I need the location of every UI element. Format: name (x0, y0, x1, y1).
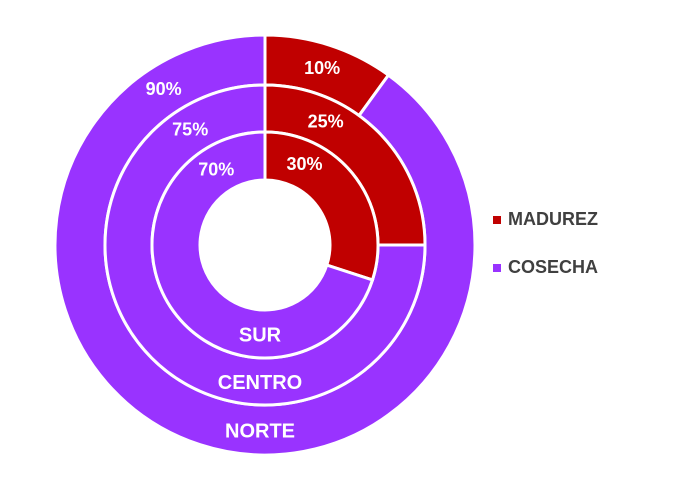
donut-segment (150, 130, 375, 360)
ring-label: SUR (239, 324, 282, 346)
data-label: 25% (308, 111, 344, 131)
data-label: 70% (198, 159, 234, 179)
ring-label: CENTRO (218, 372, 302, 394)
legend-marker (493, 216, 501, 224)
ring-label: NORTE (225, 420, 295, 442)
legend-label: COSECHA (508, 257, 598, 277)
donut-segment (263, 130, 380, 282)
data-label: 30% (286, 154, 322, 174)
data-label: 10% (304, 58, 340, 78)
legend-label: MADUREZ (508, 209, 598, 229)
data-label: 90% (146, 79, 182, 99)
data-label: 75% (172, 120, 208, 140)
legend-marker (493, 264, 501, 272)
